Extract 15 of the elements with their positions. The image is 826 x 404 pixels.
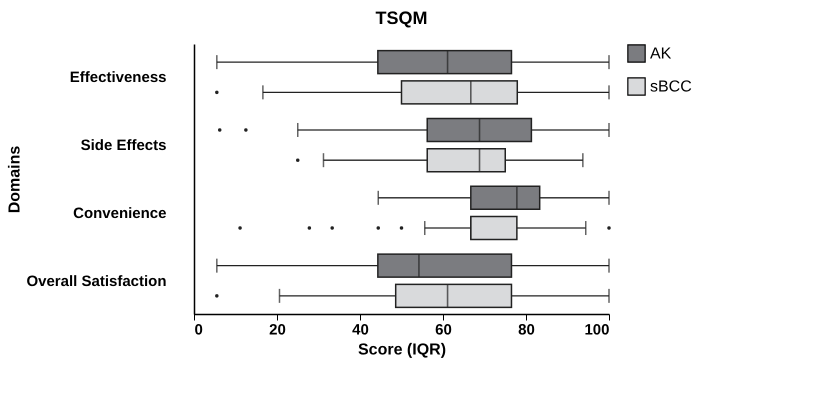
x-tick-label: 80 (518, 322, 535, 338)
y-tick-label: Side Effects (80, 137, 166, 154)
x-axis-title: Score (IQR) (358, 342, 446, 358)
chart-title: TSQM (376, 8, 428, 28)
x-tick-label: 40 (352, 322, 369, 338)
x-tick-label: 20 (269, 322, 286, 338)
y-axis-title: Domains (6, 146, 24, 214)
y-tick-label: Convenience (73, 204, 166, 222)
y-tick-label: Effectiveness (70, 69, 166, 86)
x-tick-label: 100 (584, 322, 610, 338)
y-tick-label: Overall Satisfaction (26, 272, 166, 290)
legend-label: AK (650, 46, 672, 62)
legend-label: sBCC (650, 78, 692, 96)
x-tick-label: 0 (194, 322, 203, 338)
x-tick-label: 60 (435, 322, 452, 338)
